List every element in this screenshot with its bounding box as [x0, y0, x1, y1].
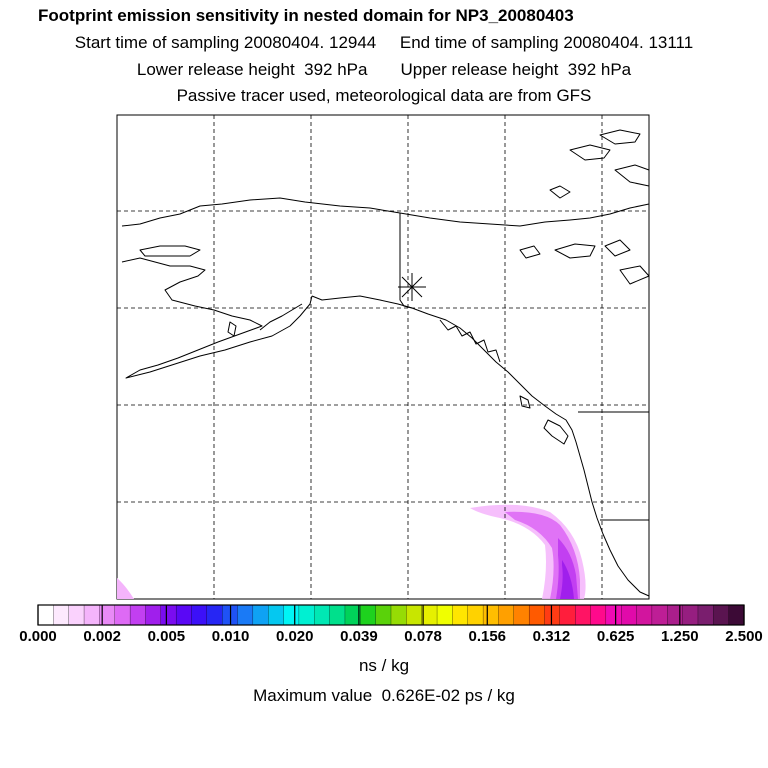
colorbar-cell: [559, 604, 576, 626]
release-marker-stroke: [401, 276, 423, 298]
colorbar-cell: [298, 604, 315, 626]
emission-sensitivity-plume: [117, 504, 586, 599]
lower-release-height-label: Lower release height 392 hPa: [136, 60, 368, 79]
sampling-time-line: Start time of sampling 20080404. 12944 E…: [0, 33, 768, 53]
colorbar-cell: [268, 604, 285, 626]
colorbar-tick-label: 0.156: [468, 628, 507, 645]
colorbar-tick-label: 0.010: [211, 628, 250, 645]
tracer-note: Passive tracer used, meteorological data…: [176, 86, 592, 105]
colorbar-cell: [160, 604, 177, 626]
colorbar-cell: [421, 604, 438, 626]
colorbar-cell: [329, 604, 346, 626]
colorbar-cell: [621, 604, 638, 626]
upper-release-height-label: Upper release height 392 hPa: [400, 60, 632, 79]
colorbar-tick-label: 0.000: [19, 628, 57, 645]
colorbar-cell: [467, 604, 484, 626]
archipelago-island: [619, 265, 650, 285]
southeast-alaska-fjords: [439, 319, 501, 363]
colorbar-tick-label: 1.250: [661, 628, 699, 645]
colorbar-cell: [728, 604, 745, 626]
colorbar-cell: [237, 604, 254, 626]
colorbar-unit: ns / kg: [358, 656, 410, 675]
colorbar-cell: [575, 604, 592, 626]
colorbar-cell: [390, 604, 407, 626]
release-height-line: Lower release height 392 hPa Upper relea…: [0, 60, 768, 80]
colorbar-tick-label: 0.005: [147, 628, 186, 645]
colorbar-cell: [314, 604, 331, 626]
colorbar-cell: [53, 604, 70, 626]
colorbar-cell: [283, 604, 300, 626]
colorbar-cell: [651, 604, 668, 626]
western-coastline: [121, 257, 313, 379]
plume-core: [556, 538, 578, 599]
archipelago-island: [604, 239, 631, 257]
colorbar-tick-label: 0.078: [404, 628, 442, 645]
colorbar-cell: [528, 604, 546, 626]
release-location-marker: [398, 273, 426, 301]
colorbar-cell: [360, 604, 377, 626]
colorbar-cell: [191, 604, 208, 626]
figure-title: Footprint emission sensitivity in nested…: [38, 6, 574, 25]
colorbar-tick-label: 0.625: [596, 628, 635, 645]
colorbar-cell: [375, 604, 392, 626]
end-time-label: End time of sampling 20080404. 13111: [399, 33, 694, 52]
colorbar-cell: [452, 604, 469, 626]
colorbar-tick-label: 2.500: [725, 628, 763, 645]
colorbar-tick-label: 0.020: [275, 628, 314, 645]
start-time-label: Start time of sampling 20080404. 12944: [74, 33, 377, 52]
st-lawrence-island: [139, 245, 201, 257]
colorbar-cell: [129, 604, 146, 626]
archipelago-island: [569, 144, 611, 161]
map-frame: [116, 114, 650, 600]
colorbar-cell: [436, 604, 453, 626]
colorbar-cell: [682, 604, 699, 626]
plume-corner: [117, 578, 134, 599]
archipelago-island: [599, 129, 641, 145]
archipelago-island: [554, 243, 596, 259]
colorbar-cell: [175, 604, 193, 626]
yukon-inlet-coast: [259, 303, 303, 331]
vancouver-island: [543, 419, 569, 445]
colorbar-cell: [667, 604, 684, 626]
queen-charlotte-islands: [519, 395, 531, 409]
colorbar-cell: [83, 604, 100, 626]
colorbar-cell: [482, 604, 499, 626]
colorbar-cell: [114, 604, 131, 626]
coastlines: [121, 129, 650, 597]
alaska-canada-border: [399, 213, 413, 309]
colorbar-cell: [697, 604, 714, 626]
colorbar-cell: [636, 604, 653, 626]
colorbar-cell: [37, 604, 54, 626]
colorbar-cell: [590, 604, 607, 626]
colorbar-cell: [544, 604, 561, 626]
gulf-of-alaska-coast: [311, 295, 650, 597]
map-gridlines: [117, 115, 649, 599]
colorbar-cell: [252, 604, 269, 626]
colorbar-cell: [68, 604, 85, 626]
colorbar-cell: [513, 604, 530, 626]
colorbar-cell: [206, 604, 223, 626]
colorbar-tick-label: 0.039: [340, 628, 378, 645]
political-boundaries: [399, 213, 649, 521]
colorbar-tick-label: 0.312: [532, 628, 571, 645]
maximum-value-label: Maximum value 0.626E-02 ps / kg: [253, 686, 515, 705]
colorbar-cell: [406, 604, 423, 626]
arctic-coastline: [121, 197, 650, 227]
archipelago-island: [614, 164, 650, 187]
plume-peak: [560, 560, 574, 599]
colorbar-cell: [498, 604, 515, 626]
colorbar-cells: [37, 604, 745, 626]
colorbar-cell: [605, 604, 622, 626]
colorbar-cell: [713, 604, 730, 626]
archipelago-island: [549, 185, 571, 199]
colorbar-tick-label: 0.002: [83, 628, 121, 645]
colorbar-ticks: [37, 605, 745, 625]
archipelago-island: [519, 245, 541, 259]
kodiak-island: [227, 321, 237, 337]
colorbar-cell: [145, 604, 162, 626]
